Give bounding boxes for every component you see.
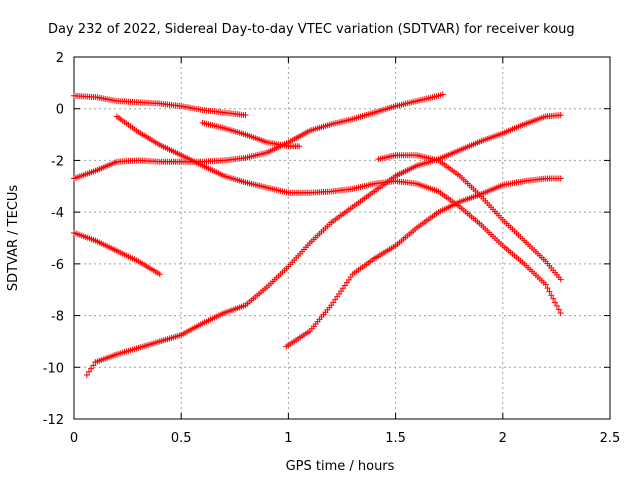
series-arc-1 — [71, 92, 249, 119]
y-tick-label: 0 — [56, 103, 64, 118]
data-point-marker — [557, 175, 564, 182]
y-tick-label: -8 — [51, 310, 64, 325]
x-axis-label: GPS time / hours — [286, 459, 395, 474]
data-point-marker — [552, 299, 559, 306]
data-point-marker — [553, 302, 560, 309]
y-tick-label: 2 — [56, 51, 64, 66]
x-tick-label: 1 — [284, 431, 292, 446]
data-point-marker — [555, 306, 562, 313]
x-tick-labels: 0 0.5 1 1.5 2 2.5 — [70, 431, 620, 446]
x-tick-label: 0 — [70, 431, 78, 446]
x-tick-label: 2.5 — [600, 431, 621, 446]
series-arc-4 — [199, 119, 303, 150]
y-axis-label: SDTVAR / TECUs — [6, 185, 21, 292]
data-point-marker — [550, 295, 557, 302]
data-point-marker — [546, 288, 553, 295]
data-point-marker — [88, 365, 95, 372]
data-point-marker — [86, 368, 93, 375]
data-series — [71, 91, 564, 379]
data-point-marker — [156, 271, 163, 278]
data-point-marker — [542, 281, 549, 288]
gridlines — [74, 57, 610, 419]
y-tick-label: -2 — [51, 154, 64, 169]
series-arc-5 — [71, 229, 163, 278]
series-arc-3 — [71, 91, 446, 182]
plot-frame — [73, 56, 611, 420]
axis-ticks — [73, 56, 611, 420]
y-tick-label: -4 — [51, 206, 64, 221]
data-point-marker — [296, 143, 303, 150]
series-arc-6 — [83, 112, 564, 379]
data-point-marker — [544, 285, 551, 292]
y-tick-labels: -12 -10 -8 -6 -4 -2 0 2 — [43, 51, 64, 428]
x-tick-label: 0.5 — [171, 431, 192, 446]
data-point-marker — [557, 309, 564, 316]
data-point-marker — [548, 292, 555, 299]
x-tick-label: 1.5 — [385, 431, 406, 446]
data-point-marker — [83, 372, 90, 379]
data-point-marker — [439, 91, 446, 98]
data-point-marker — [557, 276, 564, 283]
data-point-marker — [557, 112, 564, 119]
data-point-marker — [90, 362, 97, 369]
series-arc-8 — [375, 152, 564, 283]
y-tick-label: -12 — [43, 413, 64, 428]
x-tick-label: 2 — [499, 431, 507, 446]
data-point-marker — [242, 112, 249, 119]
y-tick-label: -10 — [43, 361, 64, 376]
chart-title: Day 232 of 2022, Sidereal Day-to-day VTE… — [48, 22, 575, 37]
y-tick-label: -6 — [51, 258, 64, 273]
